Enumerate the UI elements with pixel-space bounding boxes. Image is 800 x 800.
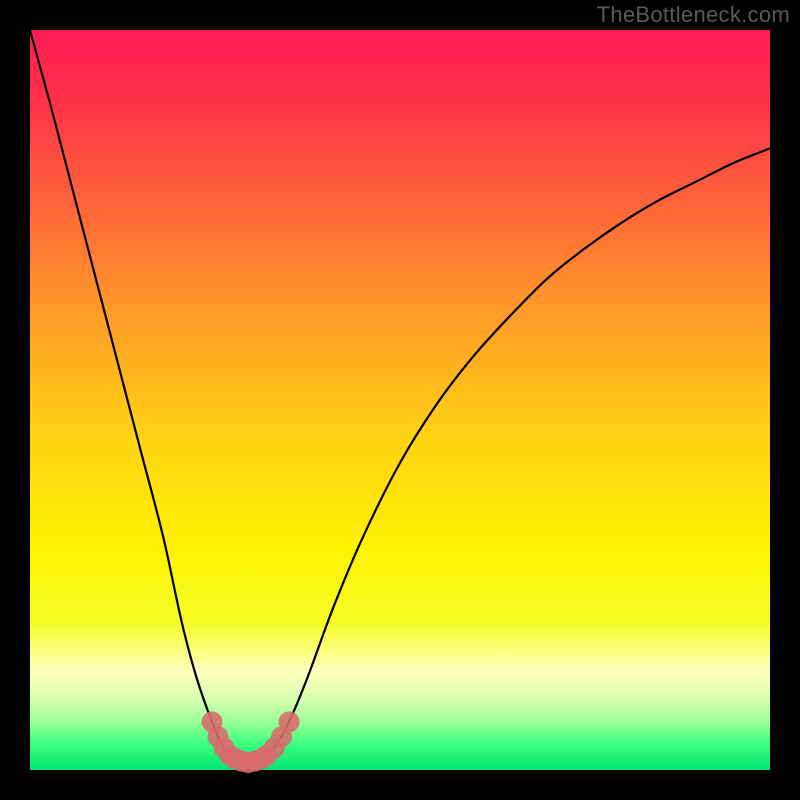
- watermark-text: TheBottleneck.com: [597, 2, 790, 28]
- gradient-background: [30, 30, 770, 770]
- bottleneck-chart: [0, 0, 800, 800]
- marker-dot: [279, 711, 300, 732]
